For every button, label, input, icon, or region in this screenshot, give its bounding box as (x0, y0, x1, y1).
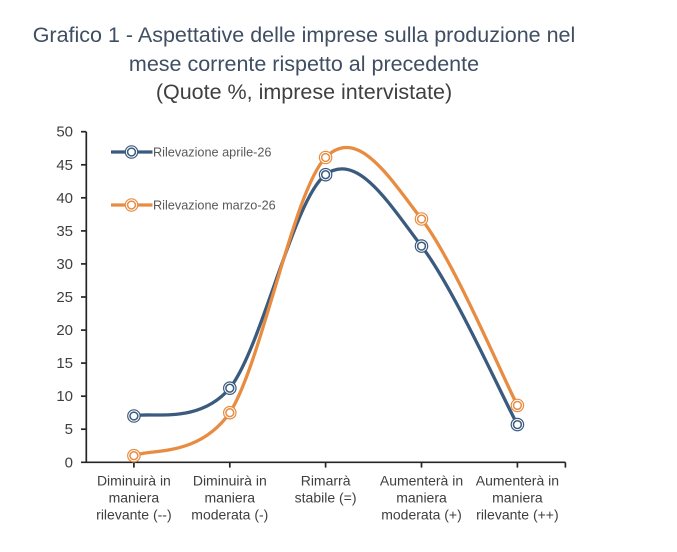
svg-text:45: 45 (56, 157, 73, 174)
svg-text:maniera: maniera (396, 490, 447, 506)
svg-text:Diminuirà in: Diminuirà in (97, 473, 171, 489)
svg-text:(Quote %, imprese intervistate: (Quote %, imprese intervistate) (156, 80, 452, 104)
svg-text:mese corrente rispetto al prec: mese corrente rispetto al precedente (129, 52, 479, 76)
svg-text:35: 35 (56, 223, 73, 240)
svg-text:rilevante (--): rilevante (--) (96, 507, 171, 523)
svg-text:stabile (=): stabile (=) (295, 490, 357, 506)
svg-text:Rilevazione marzo-26: Rilevazione marzo-26 (153, 199, 276, 213)
svg-text:Rimarrà: Rimarrà (301, 473, 351, 489)
svg-text:Aumenterà in: Aumenterà in (380, 473, 463, 489)
svg-text:maniera: maniera (492, 490, 543, 506)
svg-text:rilevante (++): rilevante (++) (476, 507, 558, 523)
svg-text:20: 20 (56, 322, 73, 339)
svg-text:50: 50 (56, 124, 73, 141)
svg-text:maniera: maniera (205, 490, 256, 506)
svg-text:moderata (+): moderata (+) (381, 507, 462, 523)
svg-text:40: 40 (56, 190, 73, 207)
svg-text:25: 25 (56, 289, 73, 306)
svg-text:Diminuirà in: Diminuirà in (193, 473, 267, 489)
svg-text:Rilevazione aprile-26: Rilevazione aprile-26 (153, 146, 271, 160)
svg-text:15: 15 (56, 355, 73, 372)
svg-text:0: 0 (65, 454, 73, 471)
svg-text:10: 10 (56, 388, 73, 405)
svg-text:Grafico 1 - Aspettative delle: Grafico 1 - Aspettative delle imprese su… (33, 23, 576, 47)
svg-text:Aumenterà in: Aumenterà in (476, 473, 559, 489)
svg-text:maniera: maniera (109, 490, 160, 506)
svg-text:30: 30 (56, 256, 73, 273)
svg-text:moderata (-): moderata (-) (191, 507, 268, 523)
svg-text:5: 5 (65, 421, 73, 438)
